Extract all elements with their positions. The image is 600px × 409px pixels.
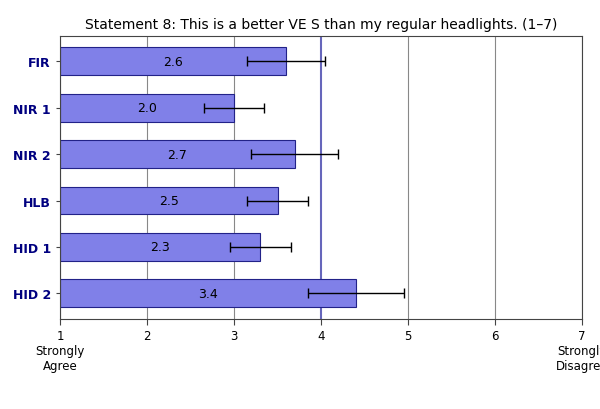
Title: Statement 8: This is a better VE S than my regular headlights. (1–7): Statement 8: This is a better VE S than … [85, 18, 557, 31]
Text: 2.5: 2.5 [159, 195, 179, 207]
Text: 2.0: 2.0 [137, 102, 157, 115]
Text: 2.7: 2.7 [167, 148, 187, 161]
Bar [60, 48, 286, 76]
Bar [60, 94, 234, 122]
Bar [60, 187, 277, 215]
Bar [60, 280, 356, 308]
Text: 3.4: 3.4 [198, 287, 218, 300]
Text: 2.6: 2.6 [163, 56, 183, 69]
Bar [60, 234, 260, 261]
Bar [60, 141, 295, 169]
Text: 2.3: 2.3 [150, 241, 170, 254]
